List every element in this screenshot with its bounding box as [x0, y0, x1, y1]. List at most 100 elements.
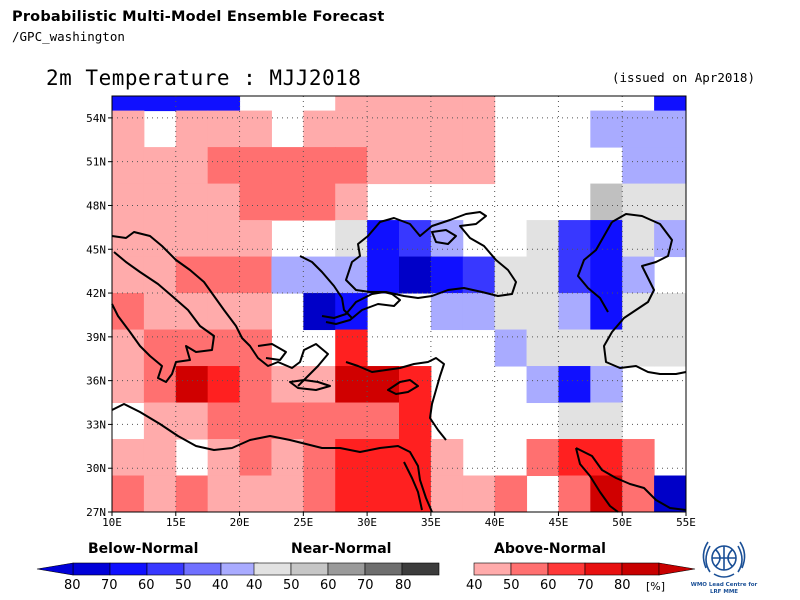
grid-cell [271, 402, 304, 440]
grid-cell [399, 96, 432, 112]
grid-cell [558, 329, 591, 367]
grid-cell [335, 402, 368, 440]
grid-cell [112, 96, 145, 112]
lat-tick-label: 33N [86, 418, 106, 431]
legend-above-label-5: 80 [614, 578, 631, 593]
grid-cell [430, 256, 464, 294]
grid-cell [367, 220, 400, 258]
grid-cell [462, 110, 496, 148]
grid-cell [335, 220, 368, 258]
grid-cell [367, 475, 400, 513]
lon-tick-label: 15E [166, 516, 186, 529]
grid-cell [207, 220, 241, 258]
grid-cell [112, 147, 145, 185]
grid-cell [622, 147, 655, 185]
grid-cell [399, 439, 432, 477]
lon-tick-label: 10E [102, 516, 122, 529]
grid-cell [590, 366, 623, 404]
grid-cell [207, 147, 241, 185]
legend-below-label-3: 60 [138, 578, 155, 593]
legend-above-label-1: 40 [466, 578, 483, 593]
legend-near-label-1: 40 [246, 578, 263, 593]
lat-tick-label: 36N [86, 375, 106, 388]
grid-cell [239, 329, 272, 367]
grid-cell [335, 366, 368, 404]
grid-cell [112, 366, 145, 404]
grid-cell [654, 96, 687, 112]
lat-tick-label: 27N [86, 506, 106, 519]
grid-cell [558, 475, 591, 513]
grid-cell [399, 475, 432, 513]
grid-cell [526, 220, 559, 258]
grid-cell [494, 329, 528, 367]
grid-cell [590, 439, 623, 477]
legend-near-label-3: 60 [320, 578, 337, 593]
dotted-gridlines [112, 96, 686, 512]
grid-cell [335, 439, 368, 477]
legend-swatch [327, 562, 366, 576]
grid-cell [558, 366, 591, 404]
grid-cell [367, 96, 400, 112]
lon-tick-label: 30E [357, 516, 377, 529]
grid-cell [239, 402, 272, 440]
lat-tick-label: 45N [86, 243, 106, 256]
grid-cell [143, 220, 177, 258]
grid-cell [462, 256, 496, 294]
grid-cell [399, 147, 432, 185]
grid-cell [654, 147, 687, 185]
longitude-labels: 10E 15E 20E 25E 30E 35E 40E 45E 50E 55E [102, 512, 696, 529]
grid-cell [494, 475, 528, 513]
grid-cell [654, 110, 687, 148]
grid-cell [143, 329, 177, 367]
grid-cell [367, 147, 400, 185]
legend-swatch [183, 562, 222, 576]
probability-grid [112, 96, 687, 513]
legend-arrow [36, 562, 74, 576]
grid-cell [335, 96, 368, 112]
legend-below-title: Below-Normal [88, 541, 199, 557]
legend-above-bar [473, 562, 696, 576]
grid-cell [175, 366, 209, 404]
variable-title: 2m Temperature : MJJ2018 [46, 66, 362, 90]
grid-cell [175, 147, 209, 185]
grid-cell [399, 402, 432, 440]
legend-swatch [510, 562, 549, 576]
grid-cell [175, 110, 209, 148]
issued-label: (issued on Apr2018) [612, 70, 755, 85]
grid-cell [494, 293, 528, 331]
grid-cell [462, 293, 496, 331]
grid-cell [526, 256, 559, 294]
legend-below-label-4: 50 [175, 578, 192, 593]
grid-cell [175, 475, 209, 513]
grid-cell [239, 475, 272, 513]
grid-cell [335, 183, 368, 221]
legend-swatch [290, 562, 329, 576]
legend-swatch [621, 562, 660, 576]
grid-cell [271, 439, 304, 477]
grid-cell [430, 475, 464, 513]
grid-cell [303, 147, 336, 185]
chart-title: Probabilistic Multi-Model Ensemble Forec… [12, 9, 385, 25]
lat-tick-label: 51N [86, 156, 106, 169]
grid-cell [590, 475, 623, 513]
lat-tick-label: 54N [86, 112, 106, 125]
grid-cell [622, 439, 655, 477]
wmo-logo-text-1: WMO Lead Centre for [690, 582, 758, 588]
grid-cell [462, 147, 496, 185]
grid-cell [239, 439, 272, 477]
grid-cell [526, 329, 559, 367]
lon-tick-label: 25E [293, 516, 313, 529]
legend-above-label-4: 70 [577, 578, 594, 593]
grid-cell [207, 183, 241, 221]
grid-cell [335, 110, 368, 148]
grid-cell [239, 256, 272, 294]
legend-swatch [220, 562, 259, 576]
grid-cell [526, 366, 559, 404]
grid-cell [143, 183, 177, 221]
grid-cell [207, 475, 241, 513]
grid-cell [654, 475, 687, 513]
grid-cell [271, 183, 304, 221]
wmo-logo-text-2: LRF MME [709, 589, 739, 595]
grid-cell [207, 439, 241, 477]
